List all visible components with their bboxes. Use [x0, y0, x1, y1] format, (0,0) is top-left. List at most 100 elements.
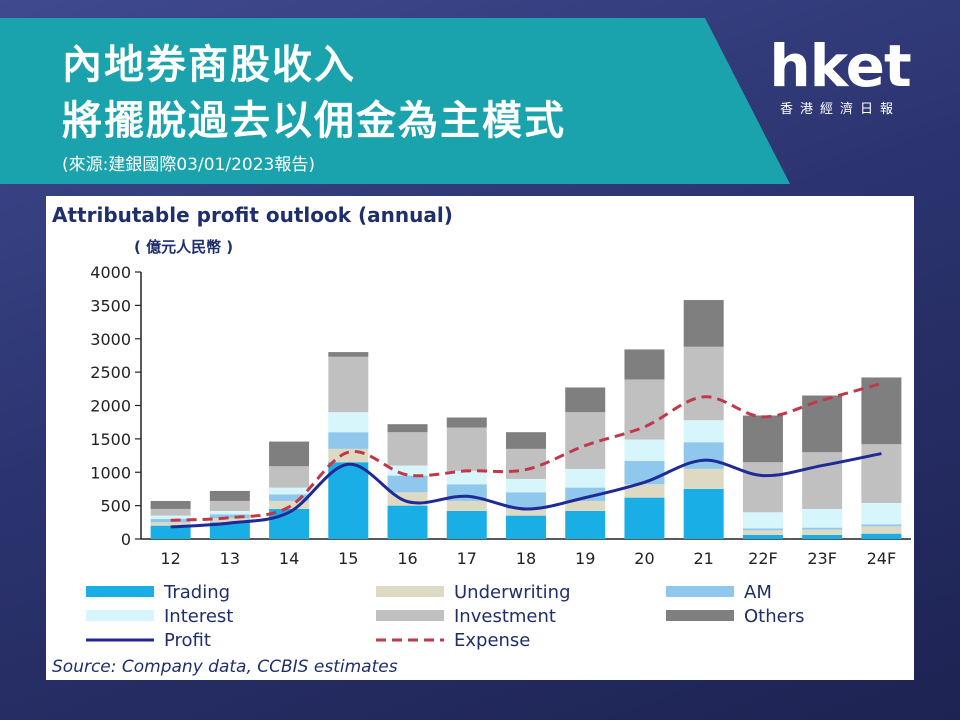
bar-interest	[506, 478, 546, 493]
bar-investment	[683, 346, 724, 421]
legend-label-underwriting: Underwriting	[454, 582, 571, 603]
bar-interest	[802, 508, 843, 528]
bar-investment	[624, 379, 665, 440]
bar-investment	[506, 448, 546, 479]
y-tick-label: 500	[100, 497, 131, 516]
legend-label-expense: Expense	[454, 630, 530, 651]
bar-trading	[446, 510, 487, 539]
bar-interest	[742, 512, 783, 529]
x-tick-label: 23F	[807, 549, 837, 568]
bar-others	[506, 432, 546, 449]
y-tick-label: 1500	[90, 430, 131, 449]
bar-am	[150, 518, 191, 523]
y-tick-label: 1000	[90, 463, 131, 482]
y-tick-label: 3500	[90, 296, 131, 315]
page-title-line-2: 將擺脫過去以佣金為主模式	[62, 98, 566, 144]
bar-others	[565, 387, 606, 413]
bar-others	[150, 500, 191, 509]
bar-trading	[387, 505, 428, 539]
bar-investment	[861, 444, 902, 503]
x-tick-label: 15	[338, 549, 358, 568]
x-tick-label: 13	[220, 549, 240, 568]
bar-investment	[150, 508, 191, 516]
bar-investment	[742, 462, 783, 513]
x-tick-label: 21	[694, 549, 714, 568]
bar-others	[446, 417, 487, 428]
bar-investment	[269, 466, 310, 488]
bar-interest	[565, 468, 606, 488]
bar-underwriting	[209, 518, 250, 523]
x-tick-label: 22F	[748, 549, 778, 568]
bar-interest	[269, 487, 310, 495]
bar-investment	[209, 500, 250, 511]
bar-trading	[624, 497, 665, 539]
bar-investment	[387, 432, 428, 466]
bar-interest	[209, 510, 250, 515]
source-note: (來源:建銀國際03/01/2023報告)	[62, 155, 315, 175]
profit-outlook-chart: Attributable profit outlook (annual) ( 億…	[52, 203, 911, 677]
bar-underwriting	[446, 500, 487, 511]
x-tick-label: 19	[575, 549, 595, 568]
page-title-line-1: 內地券商股收入	[62, 42, 356, 88]
legend-label-interest: Interest	[164, 606, 233, 627]
bar-interest	[624, 439, 665, 461]
bar-trading	[565, 510, 606, 539]
title-banner	[0, 18, 790, 184]
legend-label-trading: Trading	[163, 582, 230, 603]
legend-swatch-investment	[376, 610, 444, 621]
bar-underwriting	[150, 522, 191, 526]
bar-trading	[150, 525, 191, 539]
bar-trading	[742, 534, 783, 539]
bar-investment	[328, 356, 369, 413]
logo-wordmark: hket	[769, 32, 911, 100]
bar-underwriting	[683, 468, 724, 489]
bar-am	[565, 487, 606, 501]
logo-subtitle: 香港經濟日報	[779, 102, 900, 117]
bar-underwriting	[742, 530, 783, 535]
legend-label-investment: Investment	[454, 606, 556, 627]
bar-others	[683, 300, 724, 347]
y-tick-label: 2000	[90, 397, 131, 416]
legend-swatch-underwriting	[376, 586, 444, 597]
bar-underwriting	[506, 508, 546, 516]
bar-investment	[802, 452, 843, 509]
bar-others	[861, 377, 902, 445]
x-tick-label: 14	[279, 549, 299, 568]
bar-others	[387, 424, 428, 433]
x-tick-label: 17	[457, 549, 477, 568]
bar-am	[802, 527, 843, 530]
bar-am	[269, 494, 310, 501]
bar-trading	[328, 462, 369, 539]
bar-others	[742, 415, 783, 463]
x-tick-label: 18	[516, 549, 536, 568]
bar-investment	[446, 427, 487, 471]
bar-interest	[861, 502, 902, 525]
legend-label-profit: Profit	[164, 630, 211, 651]
x-tick-label: 24F	[867, 549, 897, 568]
bar-am	[387, 475, 428, 493]
chart-panel: Attributable profit outlook (annual) ( 億…	[46, 196, 914, 680]
y-tick-label: 2500	[90, 363, 131, 382]
bar-trading	[861, 533, 902, 539]
bar-am	[742, 528, 783, 531]
bar-interest	[683, 420, 724, 443]
bar-interest	[150, 515, 191, 519]
x-tick-label: 20	[634, 549, 654, 568]
bar-underwriting	[269, 500, 310, 509]
chart-title: Attributable profit outlook (annual)	[52, 203, 453, 227]
legend-swatch-interest	[86, 610, 154, 621]
bar-am	[209, 514, 250, 519]
bar-others	[209, 490, 250, 501]
line-expense	[170, 382, 882, 522]
chart-unit-label: ( 億元人民幣 )	[134, 238, 233, 256]
legend-swatch-others	[666, 610, 734, 621]
bar-underwriting	[802, 529, 843, 535]
x-tick-label: 16	[397, 549, 417, 568]
y-tick-label: 0	[121, 530, 131, 549]
legend-swatch-am	[666, 586, 734, 597]
hket-logo: hket 香港經濟日報	[760, 36, 920, 117]
bar-underwriting	[565, 500, 606, 511]
bar-underwriting	[861, 526, 902, 534]
bar-am	[683, 442, 724, 469]
bar-others	[328, 352, 369, 357]
